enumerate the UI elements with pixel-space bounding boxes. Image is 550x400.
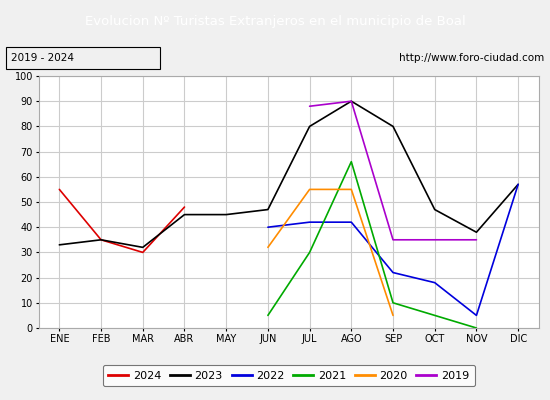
Legend: 2024, 2023, 2022, 2021, 2020, 2019: 2024, 2023, 2022, 2021, 2020, 2019: [103, 365, 475, 386]
Text: http://www.foro-ciudad.com: http://www.foro-ciudad.com: [399, 53, 544, 63]
Text: Evolucion Nº Turistas Extranjeros en el municipio de Boal: Evolucion Nº Turistas Extranjeros en el …: [85, 16, 465, 28]
Text: 2019 - 2024: 2019 - 2024: [11, 53, 74, 63]
